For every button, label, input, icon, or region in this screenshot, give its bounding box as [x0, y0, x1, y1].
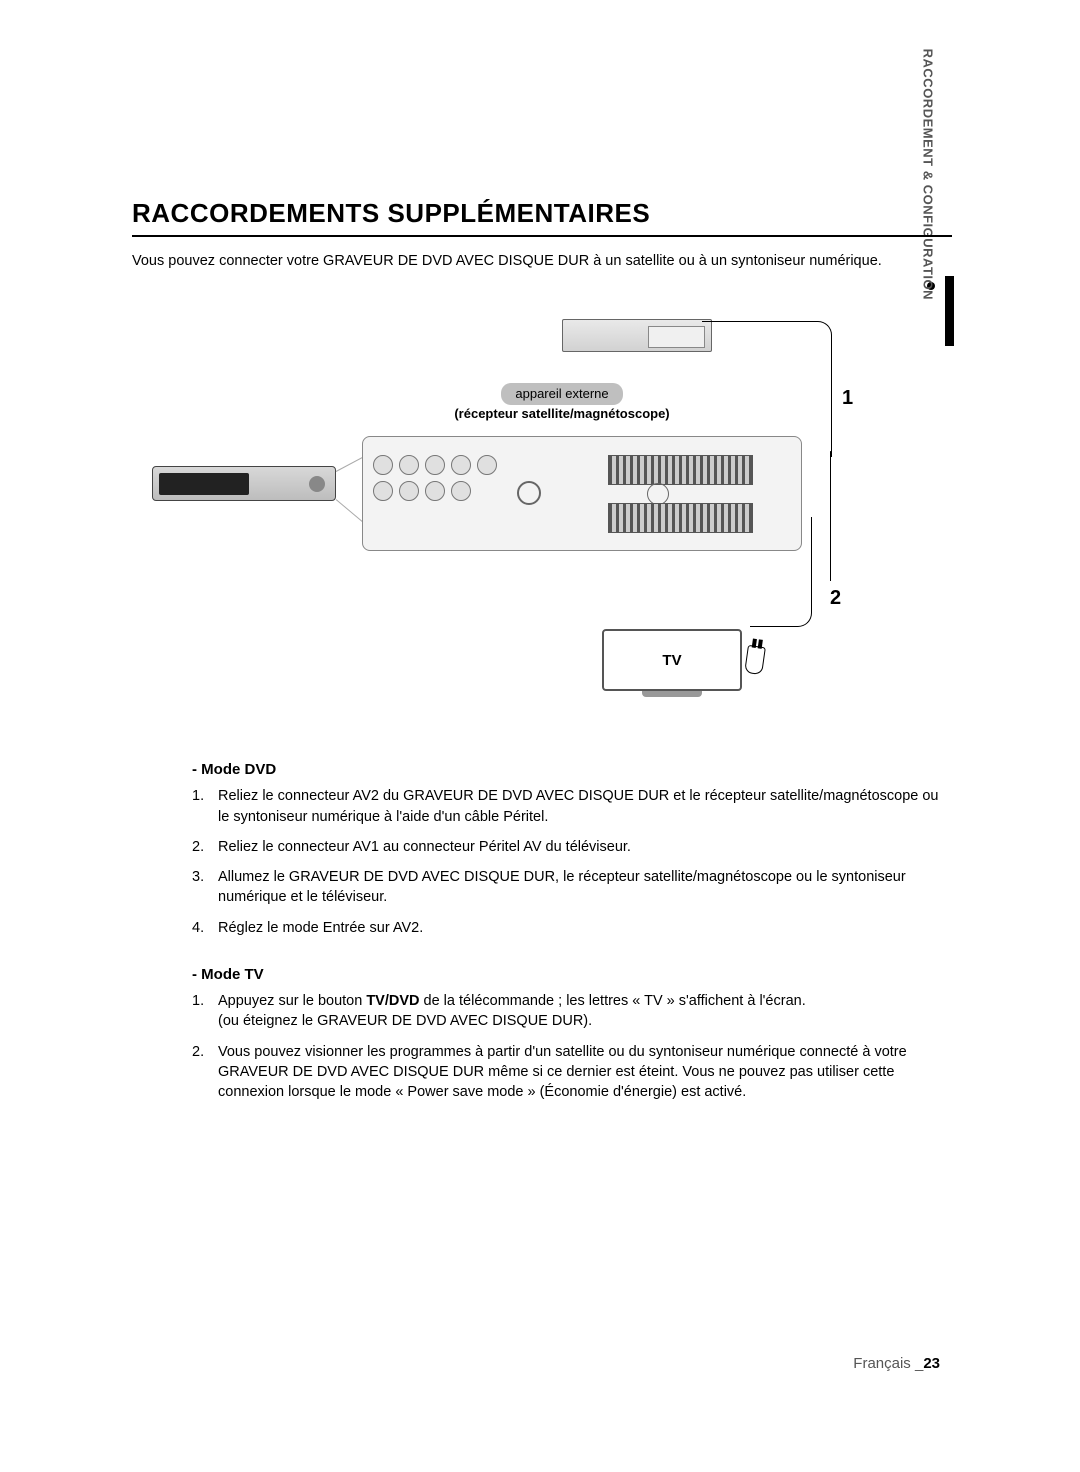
scart-plug-icon	[744, 645, 766, 675]
connection-diagram: appareil externe (récepteur satellite/ma…	[282, 311, 842, 691]
list-item: Reliez le connecteur AV2 du GRAVEUR DE D…	[192, 786, 952, 827]
step-text-post: de la télécommande ; les lettres « TV » …	[420, 993, 806, 1009]
cable-2	[750, 517, 812, 627]
mode-tv-steps: Appuyez sur le bouton TV/DVD de la téléc…	[192, 991, 952, 1102]
mode-dvd-steps: Reliez le connecteur AV2 du GRAVEUR DE D…	[192, 786, 952, 938]
footer-language: Français _	[853, 1355, 923, 1372]
step-subtext: (ou éteignez le GRAVEUR DE DVD AVEC DISQ…	[218, 1011, 952, 1031]
cable-1	[830, 451, 831, 581]
list-item: Réglez le mode Entrée sur AV2.	[192, 918, 952, 938]
list-item: Appuyez sur le bouton TV/DVD de la téléc…	[192, 991, 952, 1032]
scart-av2-icon	[608, 455, 753, 485]
external-device-label-line2: (récepteur satellite/magnétoscope)	[454, 406, 669, 421]
list-item: Allumez le GRAVEUR DE DVD AVEC DISQUE DU…	[192, 867, 952, 908]
list-item: Reliez le connecteur AV1 au connecteur P…	[192, 837, 952, 857]
step-text-bold: TV/DVD	[366, 993, 419, 1009]
page-content: RACCORDEMENTS SUPPLÉMENTAIRES Vous pouve…	[132, 198, 952, 1131]
cable-1	[702, 321, 832, 457]
intro-text: Vous pouvez connecter votre GRAVEUR DE D…	[132, 251, 952, 271]
external-device-label: appareil externe (récepteur satellite/ma…	[432, 383, 692, 422]
page-title: RACCORDEMENTS SUPPLÉMENTAIRES	[132, 198, 952, 237]
page-footer: Français _23	[853, 1355, 940, 1372]
scart-av1-icon	[608, 503, 753, 533]
mode-dvd-heading: - Mode DVD	[192, 761, 952, 778]
list-item: Vous pouvez visionner les programmes à p…	[192, 1042, 952, 1103]
dvd-recorder-front-icon	[152, 466, 336, 501]
tv-label: TV	[662, 652, 681, 669]
mode-tv-heading: - Mode TV	[192, 966, 952, 983]
step-text-pre: Appuyez sur le bouton	[218, 993, 366, 1009]
footer-page-number: 23	[923, 1355, 940, 1372]
external-device-icon	[562, 319, 712, 352]
tv-stand-icon	[642, 691, 702, 697]
tv-icon: TV	[602, 629, 742, 691]
external-device-label-line1: appareil externe	[501, 383, 622, 405]
diagram-marker-2: 2	[830, 587, 841, 610]
diagram-marker-1: 1	[842, 387, 853, 410]
